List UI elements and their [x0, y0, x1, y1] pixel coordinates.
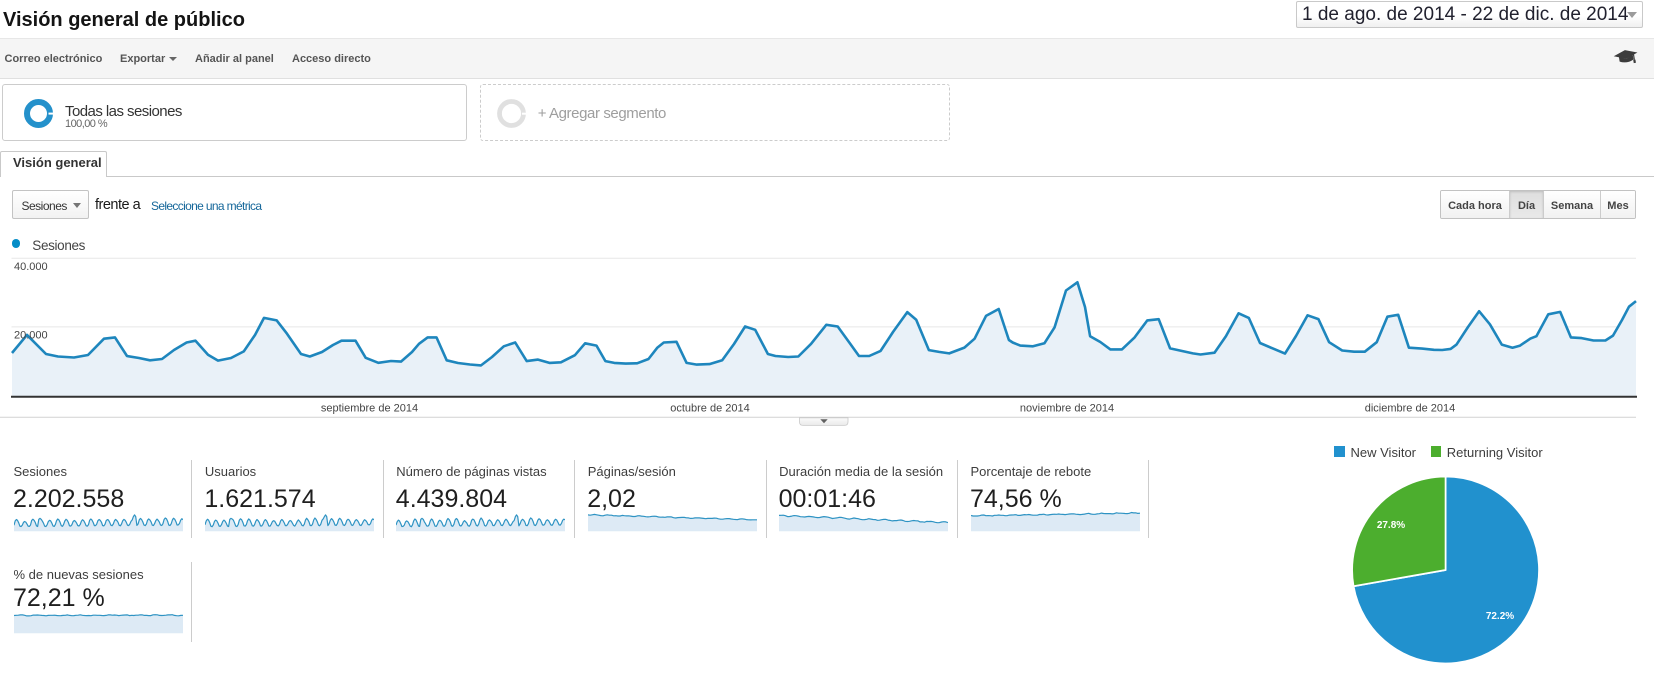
- svg-text:27.8%: 27.8%: [1377, 520, 1405, 531]
- svg-text:diciembre de 2014: diciembre de 2014: [1365, 403, 1456, 415]
- svg-text:20.000: 20.000: [14, 330, 48, 342]
- svg-text:septiembre de 2014: septiembre de 2014: [321, 403, 418, 415]
- svg-text:noviembre de 2014: noviembre de 2014: [1020, 403, 1114, 415]
- svg-text:octubre de 2014: octubre de 2014: [670, 403, 750, 415]
- svg-text:40.000: 40.000: [14, 261, 48, 273]
- svg-text:72.2%: 72.2%: [1486, 611, 1514, 622]
